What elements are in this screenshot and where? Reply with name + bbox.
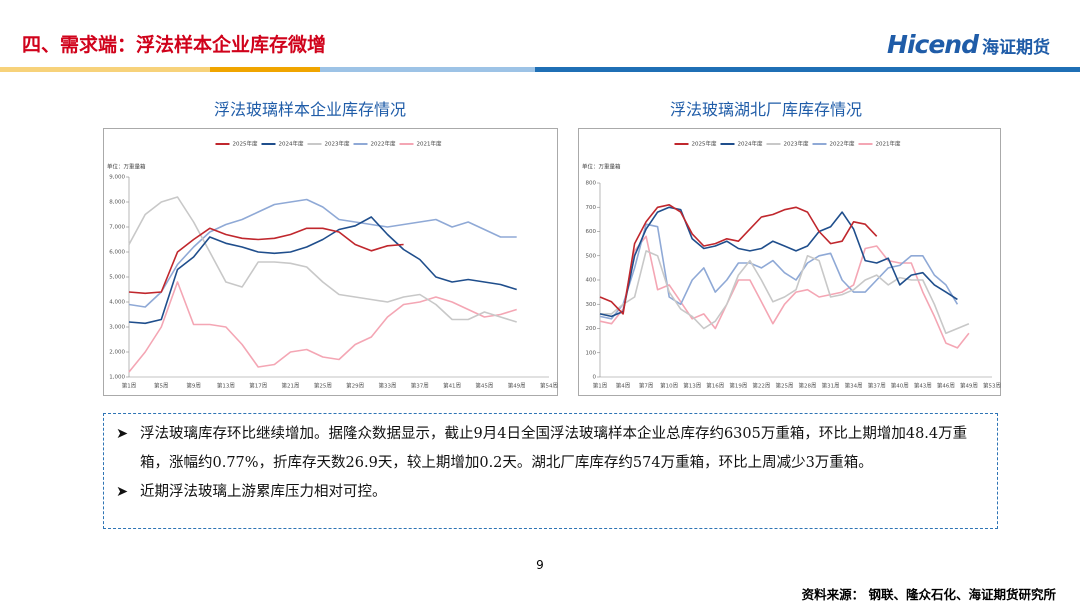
y-tick-label: 2,000 [109,350,125,356]
x-tick-label: 第9周 [186,382,201,390]
y-tick-label: 200 [586,326,597,332]
series-line [599,206,958,318]
legend-label: 2023年度 [784,140,809,148]
x-tick-label: 第7周 [639,382,654,390]
source: 资料来源： 钢联、隆众石化、海证期货研究所 [801,587,1056,602]
band [210,67,320,72]
y-tick-label: 400 [586,278,597,284]
legend-label: 2021年度 [417,140,442,148]
series-line [128,281,517,373]
x-tick-label: 第13周 [683,382,701,390]
legend-label: 2021年度 [876,140,901,148]
x-tick-label: 第33周 [378,382,396,390]
legend-label: 2024年度 [738,140,763,148]
x-tick-label: 第41周 [443,382,461,390]
band [535,67,1080,72]
x-tick-label: 第54周 [540,382,558,390]
y-tick-label: 9,000 [109,175,125,181]
bullet-text: 近期浮法玻璃上游累库压力相对可控。 [140,484,387,500]
bullet-marker: ➤ [116,426,129,442]
x-tick-label: 第43周 [914,382,932,390]
band [320,67,535,72]
slide-title: 四、需求端：浮法样本企业库存微增 [22,34,327,56]
bullet-marker: ➤ [116,484,129,500]
x-tick-label: 第21周 [282,382,300,390]
y-tick-label: 3,000 [109,325,125,331]
series-line [599,235,970,349]
bullet: ➤ 近期浮法玻璃上游累库压力相对可控。 [116,478,985,507]
x-tick-label: 第29周 [346,382,364,390]
x-tick-label: 第31周 [822,382,840,390]
x-tick-label: 第10周 [660,382,678,390]
series-line [128,227,404,295]
x-tick-label: 第19周 [729,382,747,390]
y-tick-label: 4,000 [109,300,125,306]
logo-en: Hicend [887,30,979,59]
series-line [128,216,517,325]
x-tick-label: 第22周 [752,382,770,390]
y-tick-label: 300 [586,302,597,308]
logo: Hicend 海证期货 [887,30,1050,59]
y-tick-label: 100 [586,350,597,356]
y-tick-label: 7,000 [109,225,125,231]
y-tick-label: 1,000 [109,375,125,381]
chart-title: 浮法玻璃湖北厂库库存情况 [670,100,863,119]
legend-label: 2024年度 [279,140,304,148]
y-tick-label: 600 [586,229,597,235]
x-tick-label: 第34周 [845,382,863,390]
x-tick-label: 第17周 [249,382,267,390]
series-line [599,204,878,315]
legend-label: 2025年度 [692,140,717,148]
x-tick-label: 第45周 [475,382,493,390]
legend-label: 2023年度 [325,140,350,148]
series-line [599,223,959,320]
unit-label: 单位：万重量箱 [582,163,621,171]
text-box: ➤ 浮法玻璃库存环比继续增加。据隆众数据显示，截止9月4日全国浮法玻璃样本企业总库… [103,413,998,529]
x-tick-label: 第40周 [891,382,909,390]
x-tick-label: 第5周 [154,382,169,390]
legend-label: 2025年度 [233,140,258,148]
x-tick-label: 第49周 [960,382,978,390]
x-tick-label: 第53周 [983,382,1001,390]
chart-frame [103,128,558,396]
x-tick-label: 第1周 [593,382,608,390]
y-tick-label: 500 [586,253,597,259]
y-tick-label: 6,000 [109,250,125,256]
x-tick-label: 第13周 [217,382,235,390]
bullet-text: 浮法玻璃库存环比继续增加。据隆众数据显示，截止9月4日全国浮法玻璃样本企业总库存… [140,426,968,471]
series-line [128,198,517,308]
unit-label: 单位：万重量箱 [107,163,146,171]
x-tick-label: 第37周 [868,382,886,390]
y-tick-label: 800 [586,181,597,187]
y-tick-label: 0 [593,375,597,381]
x-tick-label: 第49周 [508,382,526,390]
series-line [128,196,517,323]
chart-frame [578,128,1001,396]
y-tick-label: 700 [586,205,597,211]
x-tick-label: 第25周 [775,382,793,390]
x-tick-label: 第28周 [799,382,817,390]
series-line [600,250,970,335]
chart-title: 浮法玻璃样本企业库存情况 [214,100,407,119]
legend-label: 2022年度 [371,140,396,148]
x-tick-label: 第25周 [314,382,332,390]
x-tick-label: 第16周 [706,382,724,390]
legend-label: 2022年度 [830,140,855,148]
logo-cn: 海证期货 [982,38,1050,58]
y-tick-label: 8,000 [109,200,125,206]
x-tick-label: 第4周 [616,382,631,390]
page-number: 9 [536,558,544,572]
y-tick-label: 5,000 [109,275,125,281]
band [0,67,210,72]
x-tick-label: 第1周 [122,382,137,390]
bullet: ➤ 浮法玻璃库存环比继续增加。据隆众数据显示，截止9月4日全国浮法玻璃样本企业总库… [116,420,985,478]
x-tick-label: 第37周 [411,382,429,390]
x-tick-label: 第46周 [937,382,955,390]
